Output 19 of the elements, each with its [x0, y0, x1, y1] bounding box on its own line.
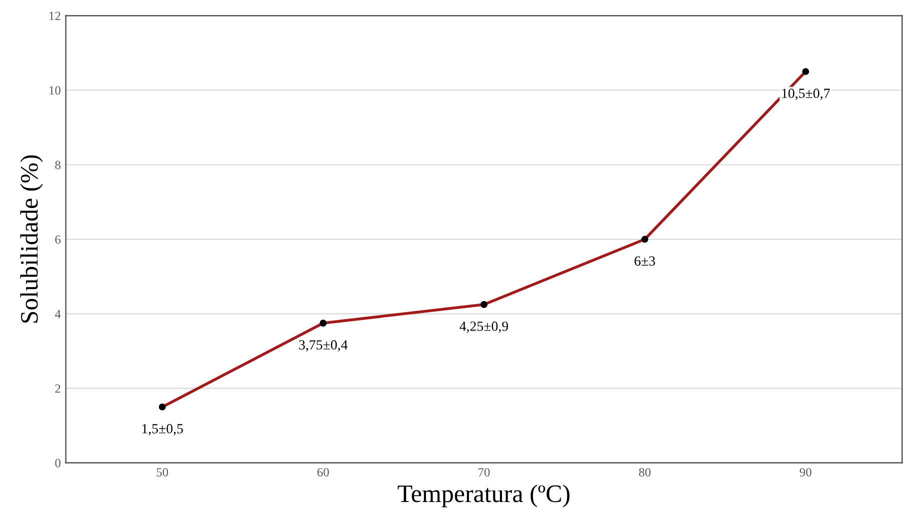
x-tick-label: 80 — [639, 468, 651, 477]
data-label: 1,5±0,5 — [142, 424, 183, 436]
y-tick-label: 12 — [50, 12, 60, 20]
data-label: 6±3 — [634, 256, 656, 266]
data-label: 3,75±0,4 — [299, 340, 348, 352]
y-tick-label: 0 — [55, 458, 60, 468]
y-tick-label: 4 — [54, 310, 61, 318]
x-tick-label: 60 — [317, 468, 329, 477]
y-tick-label: 8 — [55, 160, 60, 170]
y-tick-label: 6 — [55, 235, 61, 244]
x-tick-label: 90 — [800, 468, 812, 477]
data-label: 4,25±0,9 — [460, 322, 508, 333]
y-tick-label: 2 — [55, 384, 60, 393]
x-tick-label: 50 — [156, 468, 168, 477]
y-tick-label: 10 — [50, 86, 60, 95]
x-axis-title: Temperatura (ºC) — [398, 484, 570, 508]
data-label: 10,5±0,7 — [782, 88, 830, 100]
x-tick-label: 70 — [478, 468, 490, 477]
y-axis-title: Solubilidade (%) — [20, 155, 43, 323]
